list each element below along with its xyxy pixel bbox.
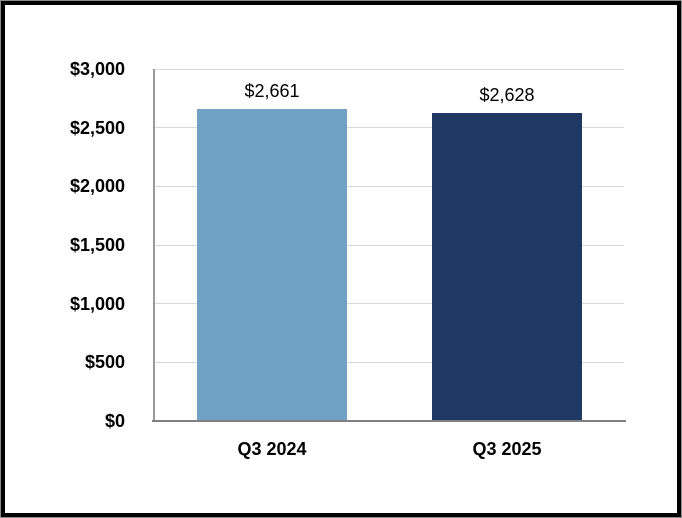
gridline--3-000 [154,68,624,70]
y-tick-label--500: $500 [84,352,125,373]
y-tick-label--1-500: $1,500 [69,235,125,255]
y-tick-label--1-000: $1,000 [69,293,125,314]
plot-area [154,68,624,421]
y-tick-label--2-000: $2,000 [69,176,125,197]
y-tick-label--3-000: $3,000 [69,59,125,79]
gridline--500 [154,361,624,363]
bar-q3-2024 [197,109,347,421]
gridline--2-000 [154,185,624,187]
category-label-q3-2024: Q3 2024 [237,439,307,459]
bar-q3-2025 [432,113,582,421]
category-label-q3-2025: Q3 2025 [472,439,542,459]
gridline--1-500 [154,244,624,246]
y-tick-label--2-500: $2,500 [69,117,125,138]
x-axis-line [152,420,626,422]
gridline--2-500 [154,127,624,129]
y-axis-line [153,69,155,421]
value-label-q3-2024: $2,661 [244,81,300,101]
value-label-q3-2025: $2,628 [479,85,535,105]
y-tick-label--0: $0 [104,411,125,431]
gridline--1-000 [154,303,624,305]
bar-chart: $0 $500 $1,000 $1,500 $2,000 $2,500 $3,000 $2,6… [5,5,677,513]
